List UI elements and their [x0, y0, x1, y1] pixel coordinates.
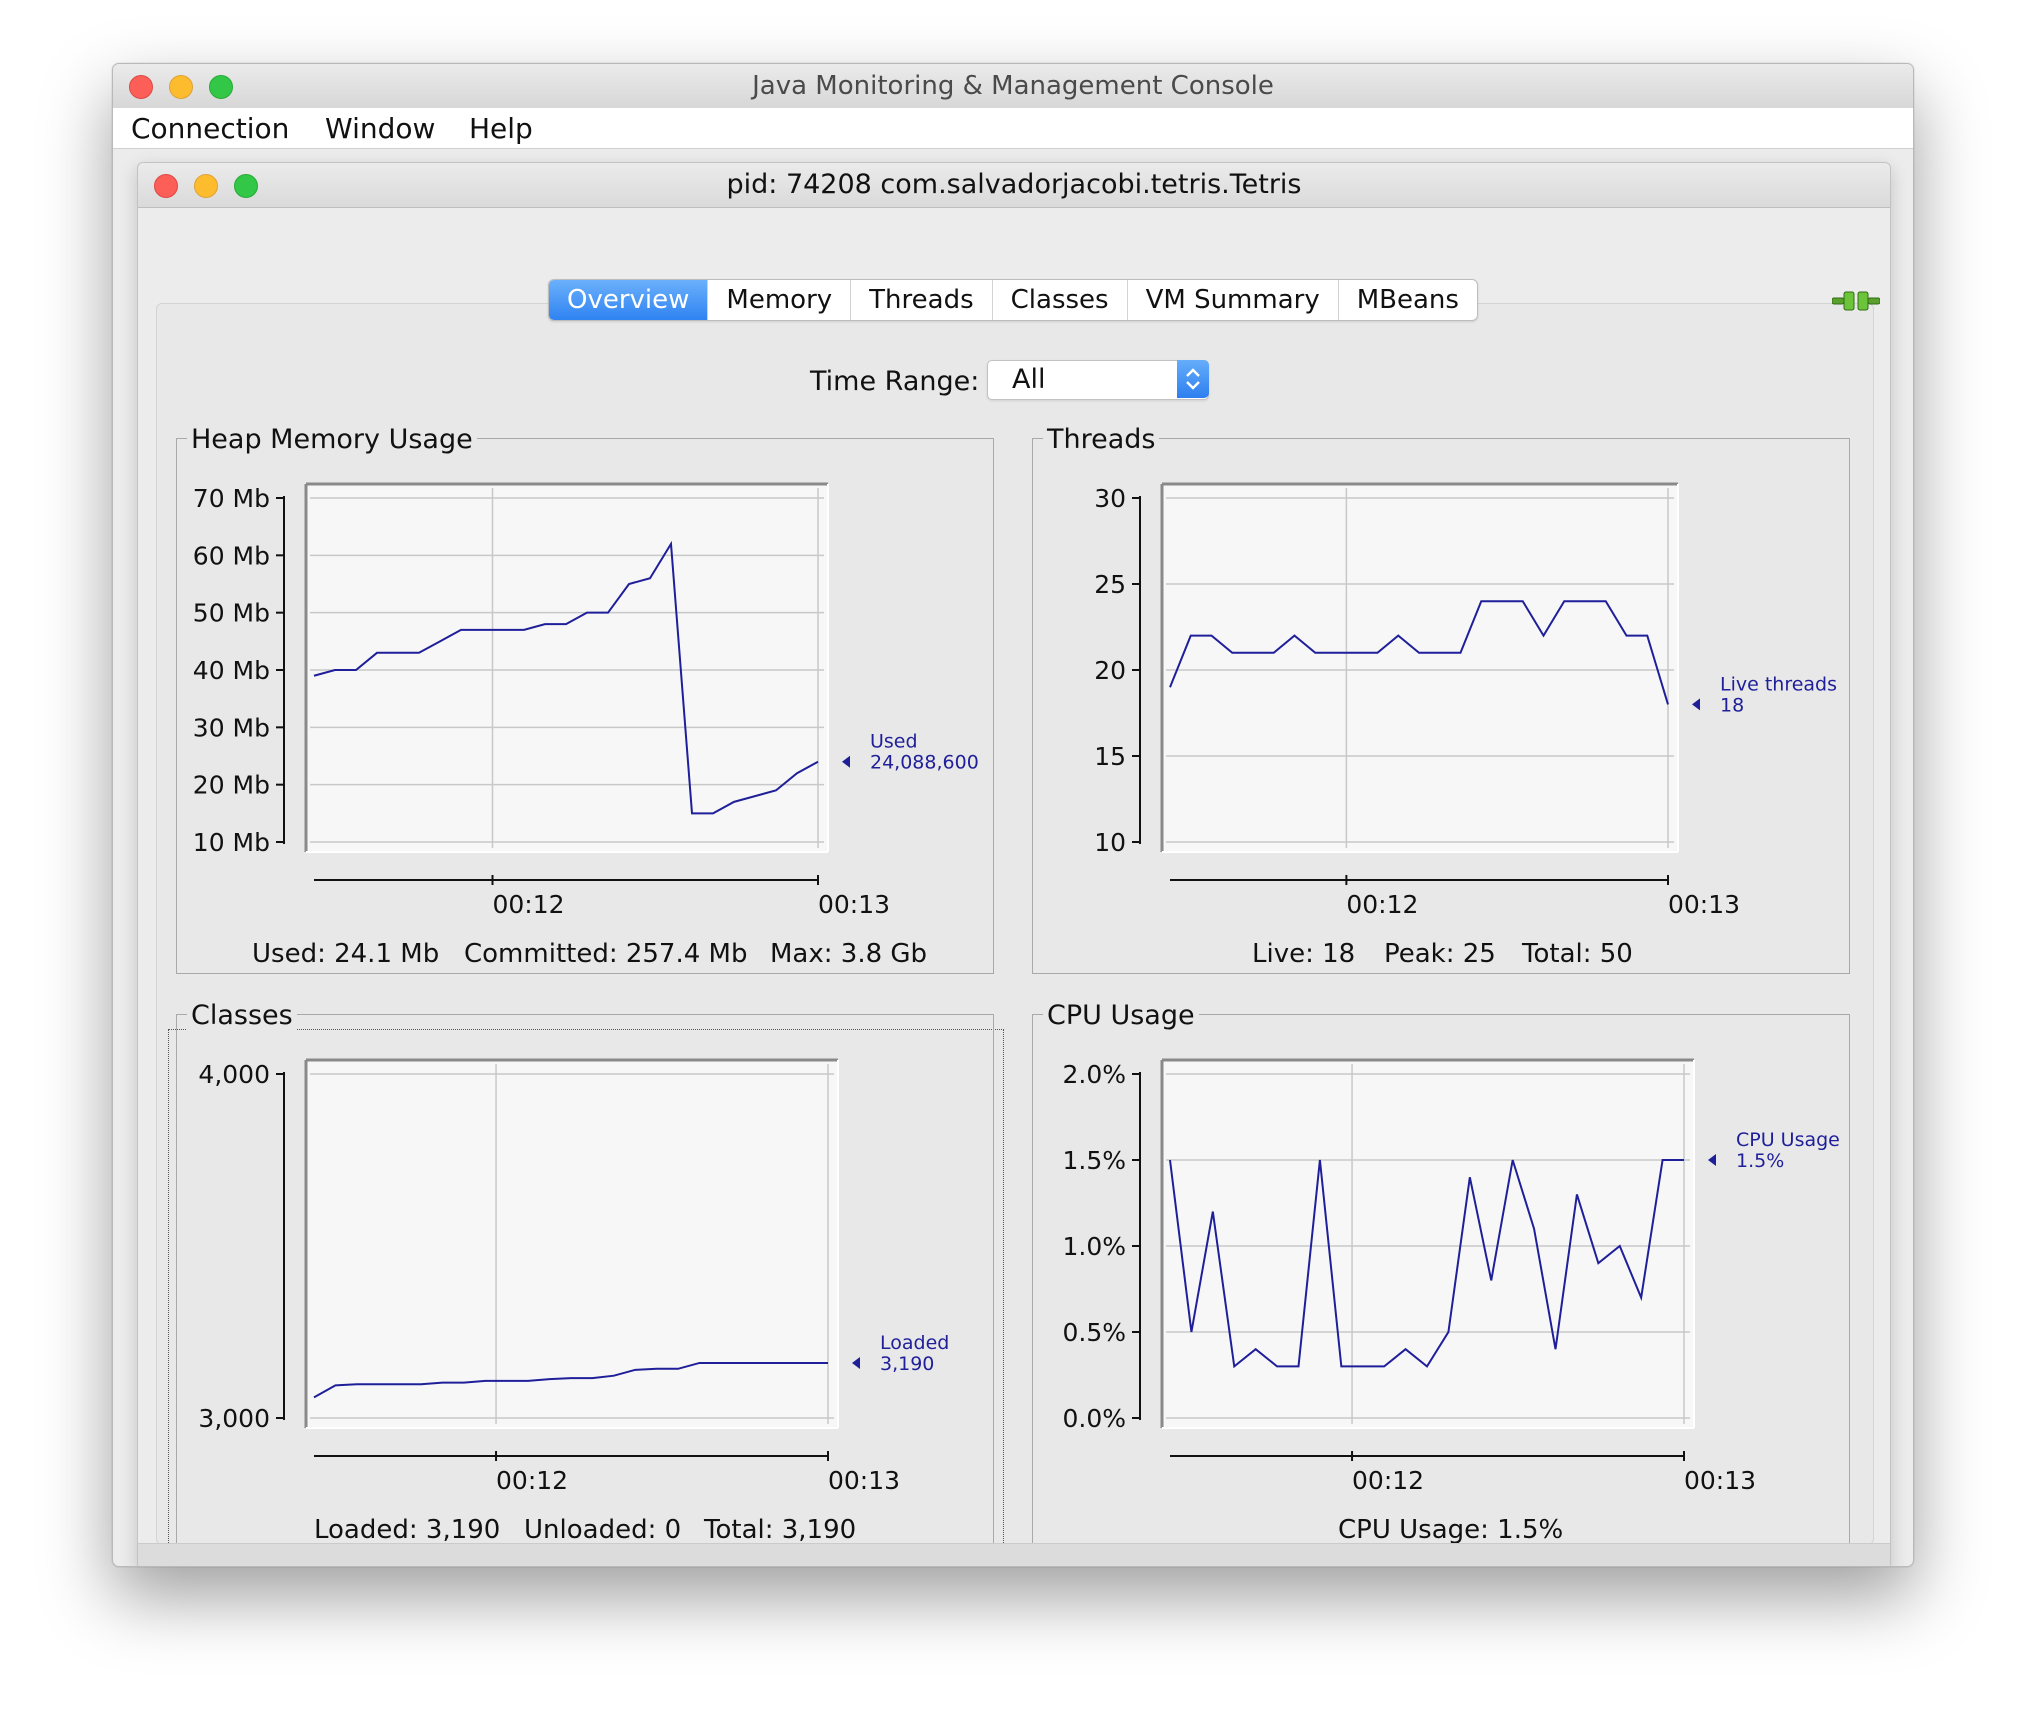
main-window: Java Monitoring & Management Console Con…	[112, 63, 1914, 1567]
cpu-ytick-label: 0.5%	[1062, 1318, 1126, 1347]
classes-unloaded-summary: Unloaded: 0	[524, 1515, 682, 1545]
heap-xtick-label: 00:13	[818, 890, 890, 919]
threads-legend-value: 18	[1720, 694, 1744, 716]
cpu-legend-value: 1.5%	[1736, 1150, 1784, 1172]
tab-memory[interactable]: Memory	[708, 280, 852, 320]
heap-legend-name: Used	[870, 731, 918, 753]
classes-total-summary: Total: 3,190	[704, 1515, 857, 1545]
internal-frame-titlebar[interactable]: pid: 74208 com.salvadorjacobi.tetris.Tet…	[138, 163, 1890, 208]
heap-legend-value: 24,088,600	[870, 752, 979, 774]
heap-plot-area	[306, 484, 828, 852]
tab-classes[interactable]: Classes	[993, 280, 1128, 320]
heap-committed-summary: Committed: 257.4 Mb	[464, 939, 748, 969]
threads-panel: Threads	[1032, 424, 1850, 974]
menu-window[interactable]: Window	[325, 112, 436, 145]
cpu-legend-marker-icon	[1708, 1154, 1716, 1166]
close-icon[interactable]	[129, 75, 153, 99]
internal-frame-title: pid: 74208 com.salvadorjacobi.tetris.Tet…	[726, 169, 1302, 200]
classes-plot-area	[306, 1060, 838, 1428]
threads-legend-marker-icon	[1692, 698, 1700, 711]
heap-ytick-label: 60 Mb	[193, 541, 270, 570]
tab-threads[interactable]: Threads	[851, 280, 993, 320]
threads-ytick-label: 10	[1094, 828, 1126, 857]
heap-legend-marker-icon	[842, 755, 850, 768]
tab-mbeans[interactable]: MBeans	[1356, 285, 1459, 315]
classes-ytick-label: 4,000	[198, 1060, 270, 1089]
frame-close-icon[interactable]	[154, 174, 178, 198]
menu-help[interactable]: Help	[469, 112, 533, 145]
heap-ytick-label: 70 Mb	[193, 484, 270, 513]
heap-ytick-label: 10 Mb	[193, 828, 270, 857]
threads-ytick-label: 15	[1094, 742, 1126, 771]
time-range-select[interactable]: All	[987, 360, 1209, 400]
cpu-ytick-label: 1.5%	[1062, 1146, 1126, 1175]
heap-max-summary: Max: 3.8 Gb	[770, 939, 928, 969]
time-range-label: Time Range:	[810, 366, 980, 397]
threads-legend-name: Live threads	[1720, 673, 1837, 695]
connection-plug-icon[interactable]	[1832, 290, 1880, 312]
heap-ytick-label: 40 Mb	[193, 656, 270, 685]
cpu-panel-title: CPU Usage	[1043, 1000, 1199, 1031]
frame-zoom-icon[interactable]	[234, 174, 258, 198]
classes-xtick-label: 00:13	[828, 1466, 900, 1495]
menu-bar: Connection Window Help	[113, 108, 1913, 149]
threads-ytick-label: 20	[1094, 656, 1126, 685]
heap-panel-title: Heap Memory Usage	[187, 424, 477, 455]
classes-ytick-label: 3,000	[198, 1404, 270, 1433]
heap-xtick-label: 00:12	[492, 890, 564, 919]
cpu-series-line	[1169, 1159, 1684, 1369]
classes-panel-title: Classes	[187, 1000, 297, 1031]
classes-legend-value: 3,190	[880, 1353, 934, 1375]
status-strip	[138, 1543, 1890, 1566]
threads-xtick-label: 00:13	[1668, 890, 1740, 919]
threads-series-line	[1169, 600, 1669, 705]
heap-ytick-label: 30 Mb	[193, 713, 270, 742]
cpu-legend-name: CPU Usage	[1736, 1129, 1840, 1151]
tab-overview[interactable]: Overview	[549, 280, 709, 320]
threads-xtick-label: 00:12	[1346, 890, 1418, 919]
tab-bar: Overview Memory Threads Classes VM Summa…	[548, 279, 1478, 321]
internal-frame: pid: 74208 com.salvadorjacobi.tetris.Tet…	[137, 162, 1891, 1566]
classes-loaded-summary: Loaded: 3,190	[314, 1515, 501, 1545]
threads-panel-title: Threads	[1043, 424, 1160, 455]
heap-used-summary: Used: 24.1 Mb	[252, 939, 440, 969]
cpu-xtick-label: 00:12	[1352, 1466, 1424, 1495]
threads-ytick-label: 30	[1094, 484, 1126, 513]
time-range-value: All	[1012, 364, 1046, 395]
window-titlebar[interactable]: Java Monitoring & Management Console	[113, 64, 1913, 109]
minimize-icon[interactable]	[169, 75, 193, 99]
zoom-icon[interactable]	[209, 75, 233, 99]
cpu-xtick-label: 00:13	[1684, 1466, 1756, 1495]
tab-vm-summary[interactable]: VM Summary	[1128, 280, 1339, 320]
threads-total-summary: Total: 50	[1522, 939, 1633, 969]
classes-legend-marker-icon	[852, 1356, 860, 1369]
classes-legend-name: Loaded	[880, 1332, 949, 1354]
select-arrows-icon	[1177, 360, 1209, 398]
heap-ytick-label: 50 Mb	[193, 599, 270, 628]
threads-peak-summary: Peak: 25	[1384, 939, 1496, 969]
cpu-ytick-label: 2.0%	[1062, 1060, 1126, 1089]
classes-series-line	[313, 1361, 828, 1399]
cpu-plot-area	[1162, 1060, 1694, 1428]
heap-ytick-label: 20 Mb	[193, 771, 270, 800]
cpu-ytick-label: 1.0%	[1062, 1232, 1126, 1261]
cpu-panel: CPU Usage	[1032, 1000, 1850, 1552]
threads-plot-area	[1162, 484, 1678, 852]
heap-series-line	[313, 540, 819, 815]
window-title: Java Monitoring & Management Console	[752, 71, 1274, 101]
cpu-ytick-label: 0.0%	[1062, 1404, 1126, 1433]
cpu-usage-summary: CPU Usage: 1.5%	[1338, 1515, 1564, 1545]
frame-minimize-icon[interactable]	[194, 174, 218, 198]
classes-focus-ring	[168, 1029, 1004, 1566]
heap-chart[interactable]: 10 Mb 20 Mb 30 Mb 40 Mb 50 Mb 60 Mb 70 Mb 00:12…	[176, 438, 992, 972]
threads-ytick-label: 25	[1094, 570, 1126, 599]
heap-panel: Heap Memory Usage	[176, 424, 994, 974]
menu-connection[interactable]: Connection	[131, 112, 290, 145]
threads-live-summary: Live: 18	[1252, 939, 1356, 969]
classes-xtick-label: 00:12	[496, 1466, 568, 1495]
